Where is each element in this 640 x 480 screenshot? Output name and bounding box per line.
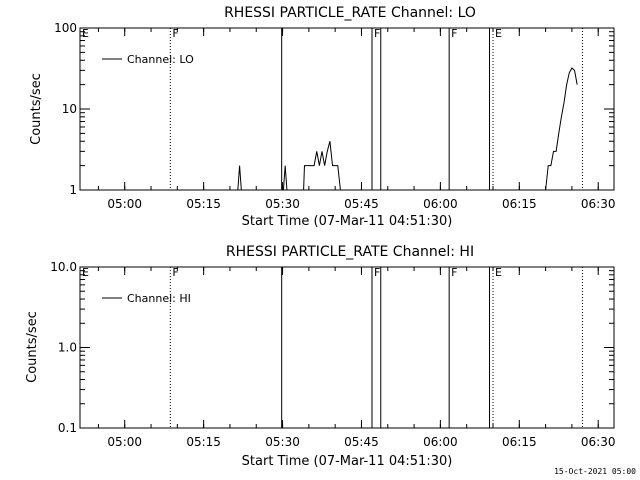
x-tick-label: 05:15 — [186, 435, 221, 449]
x-tick-label: 06:00 — [423, 197, 458, 211]
x-axis-label: Start Time (07-Mar-11 04:51:30) — [242, 454, 453, 469]
flag-label: E — [82, 27, 89, 40]
x-tick-label: 06:00 — [423, 435, 458, 449]
flag-label: F — [451, 27, 457, 40]
flag-label: F — [451, 266, 457, 279]
series-line — [237, 165, 242, 191]
x-tick-label: 05:00 — [107, 435, 142, 449]
flag-label: E — [82, 266, 89, 279]
x-tick-label: 05:30 — [265, 435, 300, 449]
plot-area: 05:00 05:15 05:30 05:45 06:00 06:15 06:30 0.1 1.… — [50, 260, 615, 449]
x-tick-label: 05:45 — [344, 197, 379, 211]
y-tick-label: 0.1 — [58, 421, 77, 435]
chart-title: RHESSI PARTICLE_RATE Channel: LO — [224, 5, 476, 21]
x-tick-label: 06:15 — [502, 435, 537, 449]
chart-panel-hi: RHESSI PARTICLE_RATE Channel: HI Counts/… — [25, 244, 616, 469]
x-tick-label: 06:30 — [581, 435, 616, 449]
x-tick-label: 05:45 — [344, 435, 379, 449]
flag-label: F — [172, 266, 178, 279]
x-tick-label: 05:00 — [107, 197, 142, 211]
flag-label: E — [495, 266, 502, 279]
legend-entry: Channel: HI — [127, 292, 191, 305]
y-axis-label: Counts/sec — [25, 311, 40, 383]
series-line — [282, 165, 288, 191]
plot-area: 05:00 05:15 05:30 05:45 06:00 06:15 06:30 1 10 10… — [54, 21, 615, 211]
x-tick-label: 06:30 — [581, 197, 616, 211]
y-tick-label: 10.0 — [50, 260, 77, 274]
flag-label: F — [374, 27, 380, 40]
chart-panel-lo: RHESSI PARTICLE_RATE Channel: LO Counts/… — [29, 5, 616, 229]
y-tick-label: 100 — [54, 21, 77, 35]
x-tick-label: 05:30 — [265, 197, 300, 211]
x-tick-label: 05:15 — [186, 197, 221, 211]
series-line — [303, 141, 341, 191]
chart-title: RHESSI PARTICLE_RATE Channel: HI — [226, 244, 474, 260]
x-tick-label: 06:15 — [502, 197, 537, 211]
flag-label: F — [172, 27, 178, 40]
series-line — [545, 67, 578, 191]
y-tick-label: 10 — [62, 102, 77, 116]
flag-label: F — [374, 266, 380, 279]
x-axis-label: Start Time (07-Mar-11 04:51:30) — [242, 214, 453, 229]
y-tick-label: 1 — [69, 183, 77, 197]
footer-timestamp: 15-Oct-2021 05:00 — [554, 467, 636, 476]
y-axis-label: Counts/sec — [29, 73, 44, 145]
y-tick-label: 1.0 — [58, 341, 77, 355]
legend-entry: Channel: LO — [127, 53, 194, 66]
flag-label: E — [495, 27, 502, 40]
